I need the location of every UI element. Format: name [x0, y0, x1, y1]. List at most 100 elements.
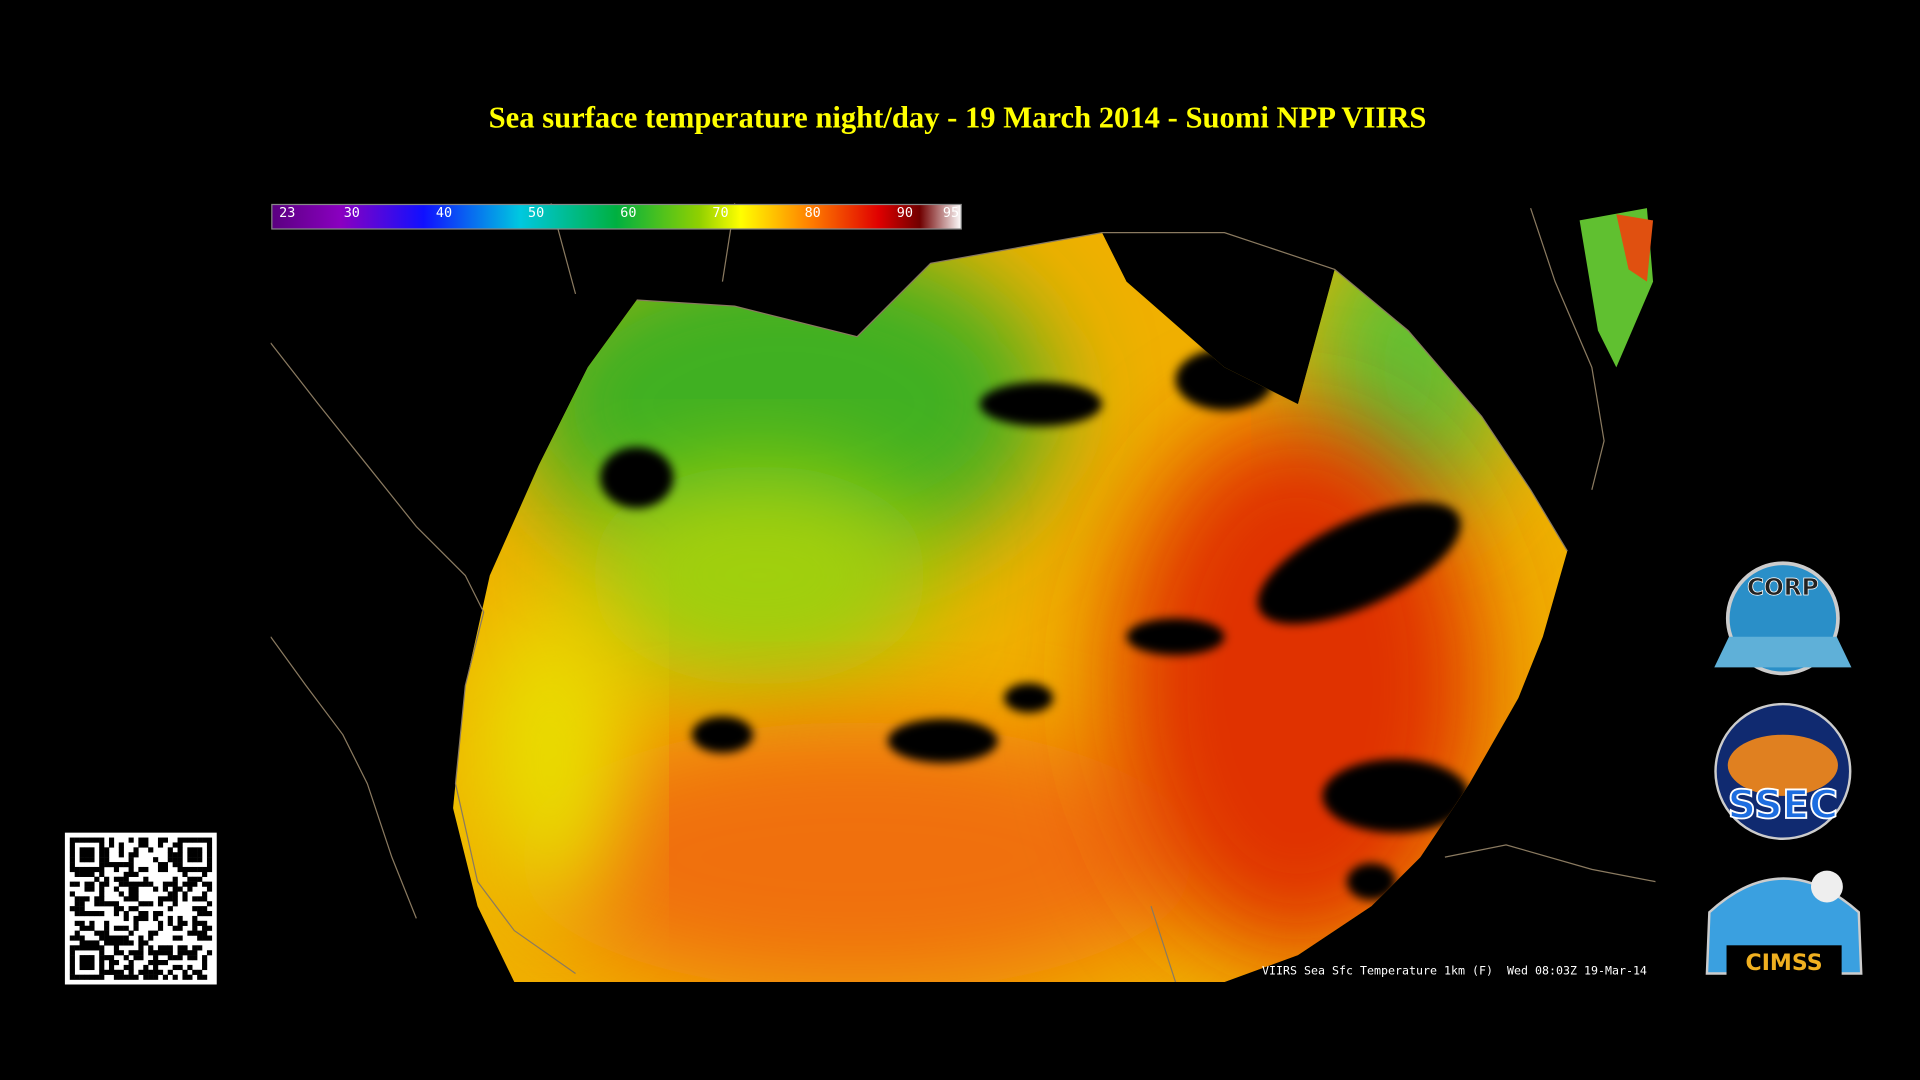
qr-module — [192, 881, 198, 887]
qr-module — [167, 852, 173, 858]
qr-module — [153, 950, 159, 956]
qr-module — [182, 866, 188, 873]
qr-module — [104, 852, 110, 858]
qr-module — [138, 945, 144, 951]
qr-module — [138, 842, 144, 848]
qr-module — [138, 969, 144, 975]
qr-module — [153, 857, 159, 863]
qr-module — [197, 911, 203, 917]
qr-module — [143, 911, 149, 917]
qr-module — [118, 974, 124, 980]
qr-module — [192, 852, 198, 858]
qr-module — [99, 950, 105, 956]
logo-corp: CORP — [1714, 561, 1852, 676]
qr-module — [94, 974, 100, 980]
qr-module — [74, 871, 80, 877]
qr-module — [79, 940, 85, 946]
qr-module — [99, 891, 105, 897]
qr-module — [187, 881, 193, 887]
qr-module — [118, 862, 124, 868]
qr-module — [202, 925, 208, 931]
qr-module — [113, 906, 120, 912]
colorbar-ticks: 23 30 40 50 60 70 80 90 95 — [279, 206, 959, 221]
qr-module — [133, 974, 139, 980]
qr-module — [143, 940, 149, 946]
qr-module — [202, 930, 208, 936]
qr-module — [167, 915, 173, 922]
qr-module — [177, 866, 183, 873]
qr-module — [197, 847, 203, 853]
qr-module — [172, 852, 178, 858]
qr-module — [108, 964, 115, 971]
qr-module — [118, 906, 124, 912]
qr-module — [172, 925, 178, 931]
qr-module — [84, 896, 90, 902]
qr-module — [177, 925, 183, 931]
qr-module — [177, 935, 183, 941]
qr-module — [99, 960, 105, 966]
qr-module — [128, 837, 134, 843]
qr-module — [99, 930, 105, 936]
qr-module — [79, 901, 85, 907]
qr-module — [192, 837, 198, 843]
qr-module — [153, 974, 159, 980]
qr-module — [133, 915, 139, 922]
qr-module — [192, 955, 198, 961]
qr-module — [143, 842, 149, 848]
qr-module — [89, 837, 95, 843]
qr-module — [177, 915, 183, 922]
qr-module — [197, 945, 203, 951]
qr-module — [153, 969, 159, 975]
title: Sea surface temperature night/day - 19 M… — [489, 100, 1427, 134]
qr-module — [104, 901, 110, 907]
qr-module — [123, 896, 129, 902]
qr-module — [118, 935, 124, 941]
qr-module — [118, 940, 124, 946]
qr-module — [118, 852, 124, 858]
qr-module — [104, 862, 110, 868]
qr-module — [113, 935, 120, 941]
qr-module — [182, 945, 188, 951]
qr-module — [84, 940, 90, 946]
qr-module — [108, 862, 115, 868]
qr-module — [172, 857, 178, 863]
qr-module — [123, 935, 129, 941]
qr-module — [84, 974, 90, 980]
qr-module — [138, 881, 144, 887]
qr-module — [89, 945, 95, 951]
qr-module — [118, 847, 124, 853]
qr-module — [157, 911, 164, 917]
colorbar-tick-label: 50 — [528, 206, 544, 221]
qr-module — [143, 881, 149, 887]
qr-module — [84, 866, 90, 873]
qr-module — [99, 852, 105, 858]
qr-module — [128, 940, 134, 946]
qr-module — [89, 857, 95, 863]
qr-module — [157, 837, 164, 843]
qr-module — [128, 891, 134, 897]
qr-module — [99, 955, 105, 961]
qr-module — [108, 935, 115, 941]
qr-module — [192, 969, 198, 975]
qr-module — [157, 896, 164, 902]
qr-module — [202, 960, 208, 966]
qr-module — [153, 964, 159, 971]
logo-text: CORP — [1747, 574, 1819, 601]
qr-module — [69, 974, 75, 980]
qr-module — [162, 974, 168, 980]
qr-module — [69, 964, 75, 971]
qr-module — [79, 847, 85, 853]
qr-module — [99, 862, 105, 868]
qr-module — [148, 974, 154, 980]
qr-module — [104, 847, 110, 853]
qr-module — [69, 852, 75, 858]
qr-module — [192, 945, 198, 951]
qr-module — [197, 866, 203, 873]
qr-module — [69, 866, 75, 873]
qr-module — [74, 881, 80, 887]
qr-module — [99, 842, 105, 848]
qr-module — [79, 896, 85, 902]
qr-module — [89, 881, 95, 887]
qr-module — [143, 969, 149, 975]
qr-module — [89, 886, 95, 892]
